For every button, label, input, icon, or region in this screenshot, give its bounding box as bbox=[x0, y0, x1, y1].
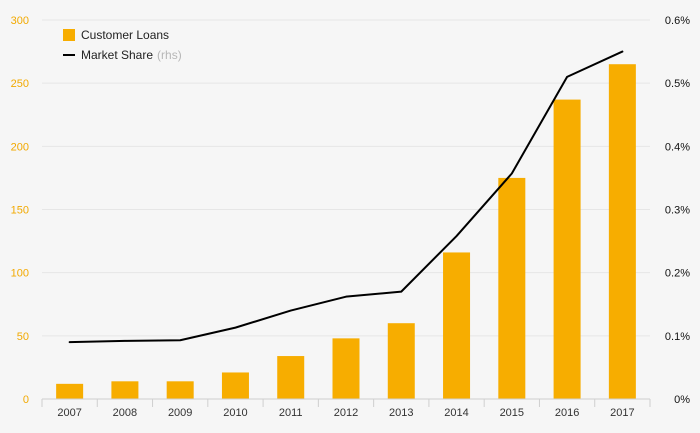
right-axis-tick-3: 0.3% bbox=[665, 205, 690, 217]
bar-2014 bbox=[443, 252, 471, 399]
right-axis-tick-1: 0.1% bbox=[665, 331, 690, 343]
left-axis-tick-0: 0 bbox=[23, 394, 29, 406]
left-axis-tick-100: 100 bbox=[11, 268, 29, 280]
bar-2017 bbox=[608, 64, 636, 399]
left-axis-tick-250: 250 bbox=[11, 78, 29, 90]
bar-layer bbox=[56, 64, 636, 399]
x-axis-label-2017: 2017 bbox=[610, 407, 634, 419]
legend-layer: Customer Loans Market Share (rhs) bbox=[63, 28, 182, 62]
market-share-line bbox=[68, 50, 624, 344]
bar-2015 bbox=[498, 177, 526, 399]
legend-customer-loans-label: Customer Loans bbox=[81, 28, 169, 42]
left-axis-tick-150: 150 bbox=[11, 205, 29, 217]
x-axis-label-2011: 2011 bbox=[279, 407, 303, 419]
line-layer bbox=[68, 50, 624, 344]
grid-layer bbox=[42, 19, 650, 337]
left-axis-tick-200: 200 bbox=[11, 141, 29, 153]
right-axis-tick-0: 0% bbox=[674, 394, 690, 406]
x-axis-label-2013: 2013 bbox=[389, 407, 413, 419]
bar-2011 bbox=[277, 356, 305, 399]
bar-2016 bbox=[553, 99, 581, 399]
x-axis-label-2012: 2012 bbox=[334, 407, 358, 419]
bar-2013 bbox=[387, 323, 415, 399]
x-axis-label-2016: 2016 bbox=[555, 407, 579, 419]
bar-2010 bbox=[221, 372, 249, 399]
left-axis-tick-300: 300 bbox=[11, 15, 29, 27]
x-axis-label-2015: 2015 bbox=[500, 407, 524, 419]
x-axis-label-2010: 2010 bbox=[223, 407, 247, 419]
legend-market-share-label: Market Share (rhs) bbox=[81, 48, 182, 62]
right-axis-tick-4: 0.4% bbox=[665, 141, 690, 153]
x-axis-label-2008: 2008 bbox=[113, 407, 137, 419]
left-axis-tick-50: 50 bbox=[17, 331, 29, 343]
right-axis-tick-2: 0.2% bbox=[665, 268, 690, 280]
right-axis-tick-5: 0.5% bbox=[665, 78, 690, 90]
bar-2009 bbox=[166, 381, 194, 399]
axis-layer: 0 50 100 150 200 250 300 0% 0.1% 0.2% 0.3% 0.4% 0.5%… bbox=[11, 15, 691, 419]
x-axis-label-2009: 2009 bbox=[168, 407, 192, 419]
x-axis-label-2014: 2014 bbox=[444, 407, 468, 419]
right-axis-tick-6: 0.6% bbox=[665, 15, 690, 27]
bar-2008 bbox=[111, 381, 139, 399]
x-axis-label-2007: 2007 bbox=[57, 407, 81, 419]
bar-2012 bbox=[332, 338, 360, 399]
bar-2007 bbox=[56, 383, 84, 399]
legend-customer-loans-swatch bbox=[63, 29, 75, 41]
